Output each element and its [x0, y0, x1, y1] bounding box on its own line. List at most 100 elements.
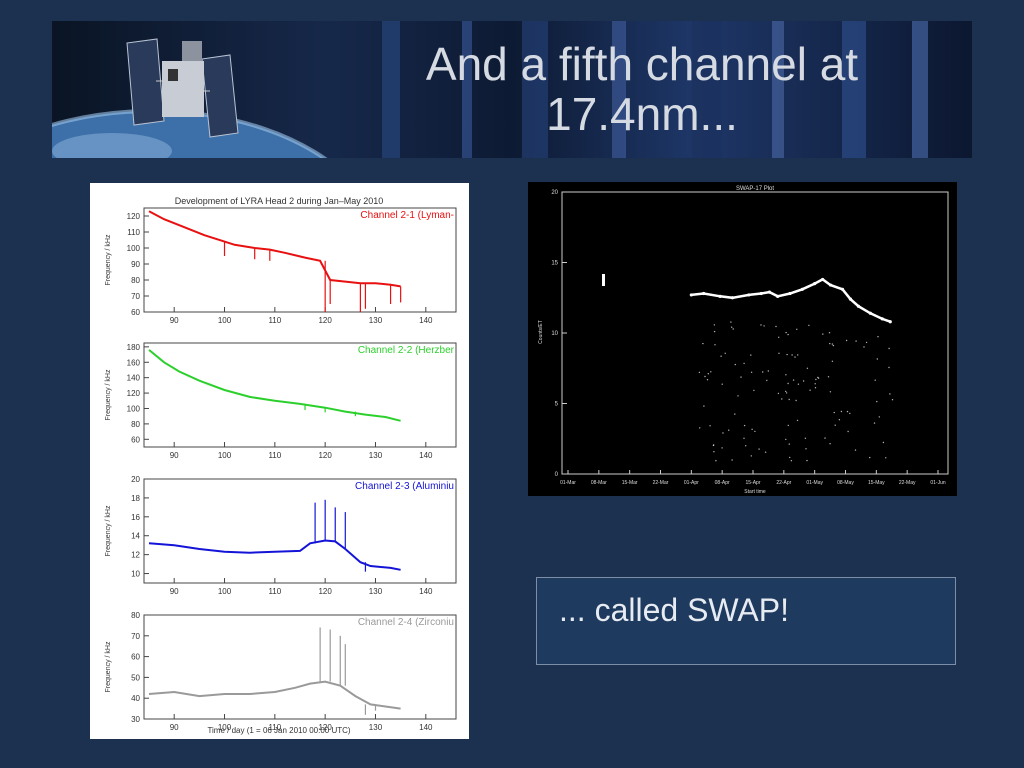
lyra-xtick-label: 100 — [218, 451, 232, 460]
swap-noise-point — [806, 459, 808, 462]
lyra-ytick-label: 180 — [127, 343, 141, 352]
swap-series-line — [691, 277, 891, 323]
lyra-ytick-label: 70 — [131, 632, 140, 641]
swap-data-point — [730, 296, 735, 300]
lyra-xtick-label: 100 — [218, 723, 232, 732]
title-banner: And a fifth channel at 17.4nm... — [52, 21, 972, 158]
swap-noise-point — [797, 383, 800, 385]
swap-noise-point — [714, 344, 716, 346]
swap-noise-point — [885, 457, 887, 459]
swap-xtick-label: 08-Mar — [591, 480, 607, 486]
swap-noise-point — [786, 353, 788, 356]
lyra-chart: Development of LYRA Head 2 during Jan–Ma… — [105, 196, 457, 735]
slide-title-line1: And a fifth channel at — [425, 38, 859, 90]
lyra-xlabel: Time / day (1 = 06 Jan 2010 00:00 UTC) — [207, 726, 350, 735]
lyra-xtick-label: 100 — [218, 316, 232, 325]
lyra-ytick-label: 60 — [131, 308, 140, 317]
swap-xtick-label: 08-Apr — [715, 480, 730, 486]
swap-noise-point — [877, 336, 879, 338]
lyra-ytick-label: 60 — [131, 435, 140, 444]
swap-noise-point — [785, 374, 787, 376]
swap-noise-point — [767, 370, 769, 372]
swap-noise-point — [829, 342, 831, 345]
slide-title: And a fifth channel at 17.4nm... — [352, 39, 932, 139]
swap-noise-point — [863, 346, 865, 348]
swap-noise-point — [704, 375, 706, 378]
swap-early-cluster — [602, 274, 605, 286]
swap-data-point — [856, 304, 861, 308]
lyra-ytick-label: 20 — [131, 475, 140, 484]
swap-noise-point — [751, 428, 753, 430]
callout-text: ... called SWAP! — [559, 592, 789, 628]
swap-noise-point — [721, 383, 723, 385]
lyra-series-line — [148, 539, 401, 571]
swap-noise-point — [832, 344, 835, 347]
lyra-ytick-label: 12 — [131, 551, 140, 560]
lyra-ytick-label: 40 — [131, 694, 140, 703]
swap-xtick-label: 22-May — [899, 480, 916, 486]
lyra-ytick-label: 140 — [127, 374, 141, 383]
swap-noise-point — [891, 399, 894, 401]
lyra-xtick-label: 140 — [419, 723, 433, 732]
swap-noise-point — [838, 419, 841, 421]
lyra-ytick-label: 70 — [131, 292, 140, 301]
swap-noise-point — [710, 371, 712, 373]
swap-data-point — [689, 293, 693, 297]
lyra-ytick-label: 160 — [127, 358, 141, 367]
swap-data-point — [776, 294, 780, 298]
swap-noise-point — [762, 371, 764, 373]
swap-noise-point — [766, 379, 768, 382]
swap-data-point — [800, 287, 804, 291]
lyra-ytick-label: 90 — [131, 260, 140, 269]
swap-noise-point — [831, 360, 834, 362]
satellite-earth-image — [52, 38, 328, 158]
lyra-xtick-label: 120 — [318, 587, 332, 596]
swap-noise-point — [740, 376, 742, 378]
callout-box: ... called SWAP! — [536, 577, 956, 665]
swap-noise-point — [788, 398, 790, 401]
swap-noise-point — [788, 443, 790, 445]
swap-noise-point — [869, 456, 871, 459]
lyra-ytick-label: 80 — [131, 611, 140, 620]
swap-noise-point — [758, 448, 760, 450]
slide-title-line2: 17.4nm... — [546, 88, 738, 140]
swap-noise-point — [796, 419, 799, 422]
swap-noise-point — [731, 326, 733, 328]
swap-noise-point — [728, 429, 730, 431]
lyra-xtick-label: 110 — [268, 316, 281, 325]
swap-noise-point — [709, 425, 711, 427]
lyra-xtick-label: 90 — [170, 587, 179, 596]
swap-noise-point — [814, 383, 816, 385]
swap-noise-point — [724, 352, 726, 354]
swap-noise-point — [699, 427, 701, 429]
swap-ytick-label: 5 — [555, 402, 559, 408]
swap-xtick-label: 22-Apr — [776, 480, 791, 486]
swap-noise-point — [790, 460, 793, 462]
swap-ytick-label: 20 — [551, 190, 558, 196]
swap-noise-point — [732, 328, 734, 330]
lyra-xtick-label: 130 — [369, 723, 383, 732]
swap-noise-point — [855, 340, 857, 342]
swap-noise-point — [840, 410, 843, 413]
swap-noise-point — [815, 378, 817, 381]
lyra-ytick-label: 14 — [131, 532, 140, 541]
swap-noise-point — [777, 392, 780, 395]
lyra-series-line — [148, 349, 401, 422]
swap-noise-point — [702, 342, 704, 345]
lyra-xtick-label: 140 — [419, 451, 433, 460]
swap-data-point — [828, 283, 833, 287]
swap-noise-point — [833, 411, 835, 414]
swap-noise-point — [713, 324, 716, 326]
swap-noise-point — [737, 395, 739, 397]
swap-noise-point — [787, 333, 789, 336]
swap-xtick-label: 15-Apr — [745, 480, 760, 486]
swap-noise-point — [827, 376, 830, 378]
lyra-ytick-label: 60 — [131, 653, 140, 662]
swap-noise-point — [876, 400, 878, 403]
swap-data-point — [747, 293, 751, 297]
swap-data-point — [868, 311, 872, 315]
lyra-panel-frame — [143, 478, 457, 584]
lyra-xtick-label: 90 — [170, 723, 179, 732]
lyra-series-name: Channel 2-1 (Lyman- — [360, 210, 454, 221]
swap-ytick-label: 10 — [551, 331, 558, 337]
